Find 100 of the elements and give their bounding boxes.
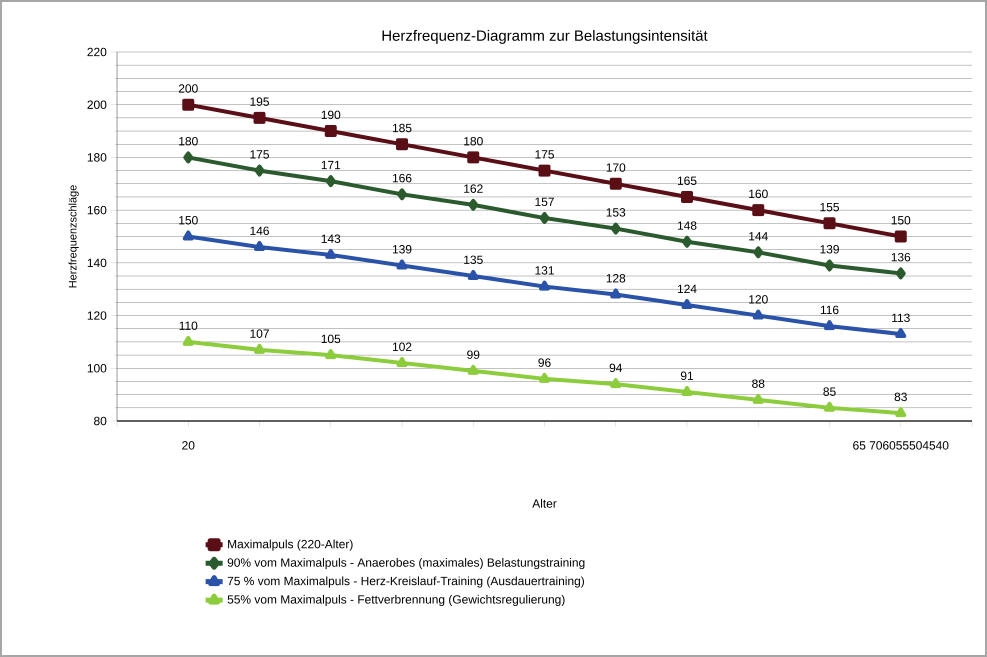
data-label: 146	[250, 226, 269, 236]
point	[325, 248, 336, 259]
data-label: 166	[392, 174, 412, 182]
point	[183, 151, 194, 164]
legend-label: 90% vom Maximalpuls - Anaerobes (maximales) Belastungstraining	[228, 558, 584, 570]
data-label: 107	[250, 329, 269, 338]
point	[326, 175, 336, 188]
data-label: 91	[680, 372, 694, 380]
data-label: 99	[467, 350, 480, 359]
point	[254, 164, 265, 177]
data-label: 85	[823, 387, 836, 396]
point	[682, 236, 692, 248]
data-label: 195	[250, 97, 269, 106]
data-label: 165	[678, 176, 696, 185]
point	[538, 164, 551, 177]
point	[610, 378, 622, 388]
chart-title: Herzfrequenz-Diagramm zur Belastungsintensität	[382, 30, 708, 44]
data-label: 110	[180, 321, 198, 330]
data-label: 190	[322, 110, 340, 120]
data-label: 148	[678, 221, 696, 230]
point	[397, 188, 408, 200]
data-label: 94	[610, 364, 622, 372]
data-label: 180	[179, 136, 198, 146]
point	[396, 138, 408, 150]
data-label: 143	[322, 234, 340, 243]
x-tick-label: 20	[182, 441, 194, 450]
point	[824, 320, 835, 330]
y-tick-label: 180	[88, 153, 106, 162]
point	[824, 259, 835, 272]
data-label: 157	[535, 198, 554, 206]
y-tick-label: 80	[94, 416, 106, 426]
point	[468, 270, 479, 280]
data-label: 139	[392, 245, 412, 254]
point	[752, 310, 764, 320]
point	[396, 259, 408, 270]
point	[254, 344, 265, 354]
point	[254, 112, 266, 124]
data-label: 180	[464, 136, 483, 146]
data-label: 139	[820, 245, 839, 254]
point	[610, 288, 622, 298]
data-label: 135	[464, 256, 483, 264]
point	[540, 212, 550, 224]
point	[468, 198, 478, 211]
data-label: 150	[892, 216, 910, 224]
point	[610, 222, 621, 235]
point	[753, 246, 764, 258]
x-tick-label: 65 706055504540	[853, 441, 948, 450]
y-tick-label: 220	[87, 48, 106, 56]
point	[682, 386, 692, 396]
y-tick-label: 120	[88, 311, 106, 320]
data-label: 155	[820, 202, 839, 212]
y-tick-label: 100	[88, 364, 106, 372]
x-axis-title: Alter	[532, 498, 557, 508]
point	[396, 357, 408, 367]
point	[182, 230, 194, 240]
point	[894, 230, 907, 242]
point	[467, 151, 480, 164]
data-label: 144	[749, 232, 768, 240]
data-label: 150	[179, 216, 198, 224]
data-label: 153	[606, 208, 626, 217]
point	[752, 204, 764, 216]
legend-label: 75 % vom Maximalpuls - Herz-Kreislauf-Training (Ausdauertraining)	[228, 576, 584, 588]
y-tick-label: 140	[88, 258, 106, 268]
data-label: 131	[535, 266, 554, 275]
data-label: 171	[322, 160, 340, 170]
point	[324, 125, 337, 138]
point	[896, 267, 906, 280]
data-label: 160	[749, 190, 768, 198]
point	[752, 394, 764, 404]
data-label: 105	[322, 334, 340, 344]
data-label: 96	[538, 358, 551, 367]
data-label: 200	[178, 84, 198, 93]
data-label: 113	[892, 314, 910, 322]
point	[681, 190, 694, 203]
point	[682, 299, 692, 310]
data-label: 116	[820, 306, 839, 314]
point	[539, 372, 550, 383]
y-tick-label: 160	[88, 206, 106, 214]
point	[610, 178, 622, 190]
data-label: 175	[535, 150, 554, 159]
data-label: 185	[392, 124, 412, 132]
data-label: 120	[749, 295, 768, 304]
data-label: 102	[392, 342, 412, 352]
data-label: 162	[464, 184, 483, 193]
data-label: 88	[752, 379, 764, 388]
point	[895, 407, 906, 418]
point	[182, 98, 194, 111]
point	[254, 241, 265, 252]
point	[182, 336, 194, 346]
legend-label: Maximalpuls (220-Alter)	[228, 540, 353, 551]
data-label: 128	[606, 274, 626, 282]
data-label: 124	[678, 284, 697, 294]
data-label: 175	[250, 150, 269, 159]
data-label: 170	[606, 163, 626, 172]
data-label: 83	[894, 392, 907, 402]
y-tick-label: 200	[87, 100, 106, 109]
legend-label: 55% vom Maximalpuls - Fettverbrennung (Gewichtsregulierung)	[228, 594, 565, 606]
point	[824, 217, 836, 230]
point	[325, 349, 336, 360]
point	[895, 328, 906, 338]
